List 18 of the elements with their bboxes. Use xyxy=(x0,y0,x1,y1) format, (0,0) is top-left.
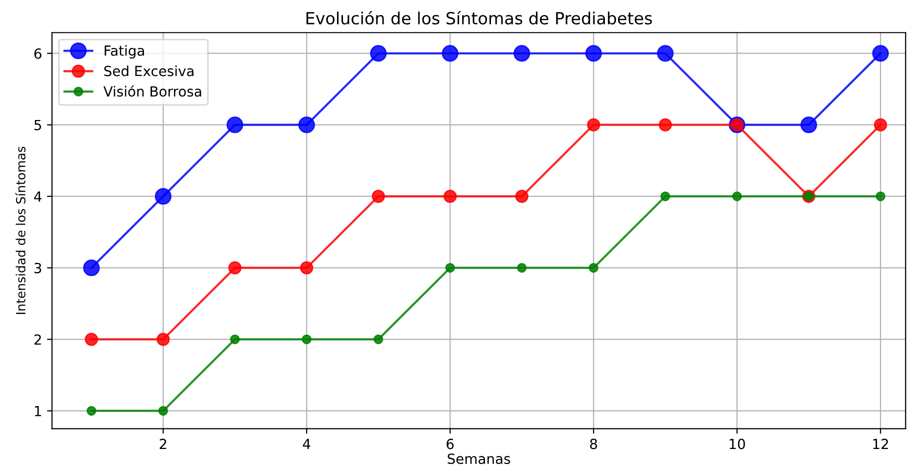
y-tick-label: 5 xyxy=(34,120,42,130)
legend-label: Sed Excesiva xyxy=(104,66,194,76)
legend-label: Fatiga xyxy=(104,45,144,59)
y-tick-label: 1 xyxy=(34,406,41,416)
y-tick-label: 3 xyxy=(34,262,42,274)
legend-label: Visión Borrosa xyxy=(103,85,202,97)
x-tick-label: 10 xyxy=(730,438,745,450)
y-tick-label: 2 xyxy=(34,334,41,345)
y-tick-label: 4 xyxy=(34,192,42,202)
chart-title: Evolución de los Síntomas de Prediabetes xyxy=(306,10,652,25)
y-axis-title: Intensidad de los Síntomas xyxy=(15,146,26,314)
x-tick-label: 12 xyxy=(873,438,888,449)
x-tick-label: 4 xyxy=(302,438,310,449)
x-tick-label: 8 xyxy=(590,438,598,450)
x-tick-label: 6 xyxy=(446,438,454,450)
x-tick-label: 2 xyxy=(160,438,166,449)
x-axis-title: Semanas xyxy=(448,454,510,464)
y-tick-label: 6 xyxy=(34,48,42,59)
